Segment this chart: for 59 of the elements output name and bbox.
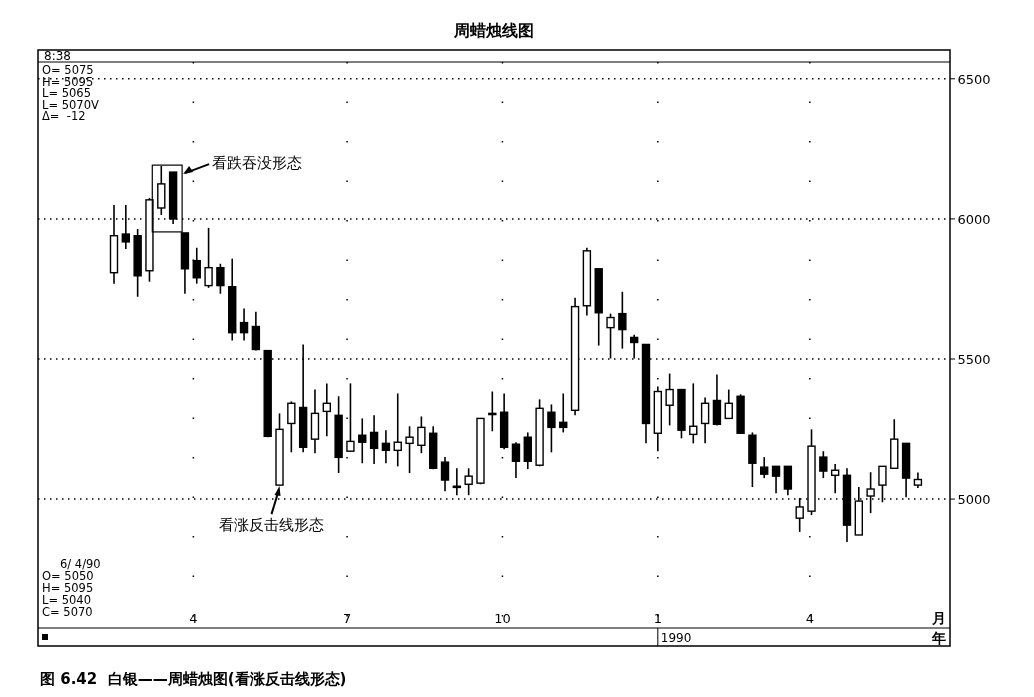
annotation: 看跌吞没形态	[212, 154, 303, 173]
candlestick	[393, 392, 402, 468]
x-tick-label: 7	[342, 611, 352, 626]
candlestick	[417, 415, 426, 454]
candlestick	[381, 429, 391, 465]
candlestick	[606, 312, 615, 360]
text: 年	[931, 630, 946, 646]
annotation: Δ= -12	[42, 109, 86, 123]
x-axis-title: 月	[931, 610, 946, 626]
candlestick	[771, 465, 781, 495]
x-tick-label: 10	[494, 611, 511, 626]
candlestick	[239, 307, 249, 342]
chart-title: 周蜡烛线图	[453, 21, 534, 40]
annotation: 看涨反击线形态	[219, 516, 325, 535]
candlestick	[665, 372, 674, 427]
annotation: H= 5095	[42, 74, 94, 89]
candlestick	[547, 403, 556, 454]
candlestick	[440, 456, 450, 493]
text: 1990	[660, 631, 692, 645]
candlestick	[322, 382, 331, 438]
candlestick	[760, 456, 769, 479]
candlestick	[204, 227, 213, 289]
candlestick	[346, 382, 355, 452]
caption: 图 6.42 白银——周蜡烛图(看涨反击线形态)	[40, 670, 347, 688]
candlestick	[464, 467, 473, 496]
y-tick-label: 6500	[957, 71, 991, 87]
annotation: L= 5070V	[42, 97, 99, 112]
annotation: L= 5040	[42, 593, 91, 607]
annotation: H= 5095	[42, 581, 94, 595]
y-tick-label: 6000	[957, 211, 991, 227]
candlestick	[712, 373, 722, 427]
candlestick	[689, 382, 698, 445]
annotation: C= 5070	[42, 605, 93, 619]
candlestick	[192, 246, 201, 285]
y-tick-label: 5500	[957, 352, 991, 368]
annotation: 8:38	[44, 49, 71, 63]
annotation: 6/ 4/90	[60, 557, 101, 571]
annotation: O= 5050	[42, 569, 94, 583]
candlestick	[559, 392, 568, 434]
x-tick-label: 4	[805, 611, 814, 626]
candlestick	[216, 262, 225, 295]
y-tick-label: 5000	[957, 492, 991, 508]
candlestick	[830, 463, 840, 495]
candlestick	[819, 450, 828, 479]
candlestick	[358, 417, 367, 465]
candlestick	[251, 310, 261, 352]
candlestick	[700, 396, 710, 445]
candlestick	[488, 390, 497, 433]
x-tick-label: 4	[189, 611, 198, 626]
candlestick	[287, 400, 296, 454]
x-tick-label: 1	[653, 611, 662, 626]
annotation: L= 5065	[42, 86, 91, 100]
candlestick	[618, 290, 627, 350]
candlestick	[405, 425, 414, 474]
candlestick	[724, 388, 733, 420]
candlestick	[369, 414, 379, 465]
candlestick	[511, 441, 521, 479]
candlestick	[783, 465, 793, 496]
annotation: O= 5075	[42, 63, 94, 77]
